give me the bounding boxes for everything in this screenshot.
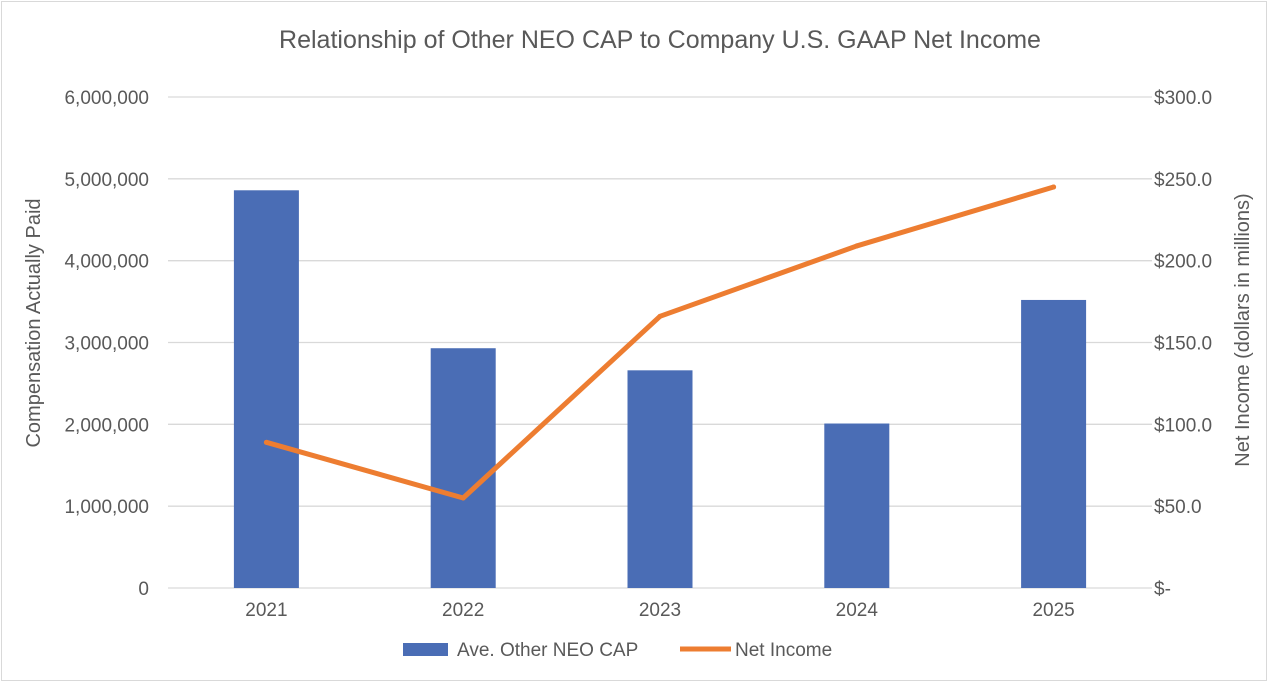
x-tick-label: 2025 [1032,600,1074,621]
legend-bar-label: Ave. Other NEO CAP [457,640,638,661]
bar-series [233,190,1087,589]
y2-tick-label: $50.0 [1154,497,1202,518]
y2-tick-label: $250.0 [1154,170,1212,191]
y-axis-title: Compensation Actually Paid [23,198,45,447]
legend: Ave. Other NEO CAP Net Income [403,640,832,661]
y-tick-label: 5,000,000 [64,170,149,191]
y2-axis-title: Net Income (dollars in millions) [1232,193,1254,466]
y-tick-label: 1,000,000 [64,497,149,518]
grid-lines [168,96,1152,589]
line-series [263,184,1057,501]
net-income-point-2025 [1051,184,1057,190]
y-tick-label: 6,000,000 [64,88,149,109]
x-tick-label: 2022 [442,600,484,621]
chart-title: Relationship of Other NEO CAP to Company… [279,26,1041,54]
y2-tick-label: $- [1154,579,1171,600]
y-tick-label: 3,000,000 [64,334,149,355]
y-tick-label: 4,000,000 [64,252,149,273]
x-tick-label: 2021 [245,600,287,621]
legend-bar-swatch [403,643,448,656]
bar-2024 [824,423,890,588]
y2-tick-label: $300.0 [1154,88,1212,109]
left-axis-ticks: 0 1,000,000 2,000,000 3,000,000 4,000,000 5,0… [64,88,149,600]
bar-2025 [1021,299,1087,588]
net-income-point-2024 [854,243,860,249]
x-tick-label: 2023 [639,600,681,621]
y-tick-label: 2,000,000 [64,415,149,436]
bar-2023 [627,370,693,588]
bar-2022 [430,348,496,588]
x-axis-ticks: 2021 2022 2023 2024 2025 [245,600,1074,621]
legend-line-label: Net Income [735,640,832,661]
y-tick-label: 0 [138,579,149,600]
net-income-point-2023 [657,313,663,319]
y2-tick-label: $100.0 [1154,415,1212,436]
net-income-point-2022 [460,495,466,501]
right-axis-ticks: $- $50.0 $100.0 $150.0 $200.0 $250.0 $300.0 [1154,88,1212,600]
bar-2021 [233,190,299,589]
y2-tick-label: $200.0 [1154,252,1212,273]
y2-tick-label: $150.0 [1154,334,1212,355]
net-income-point-2021 [263,439,269,445]
x-tick-label: 2024 [836,600,879,621]
